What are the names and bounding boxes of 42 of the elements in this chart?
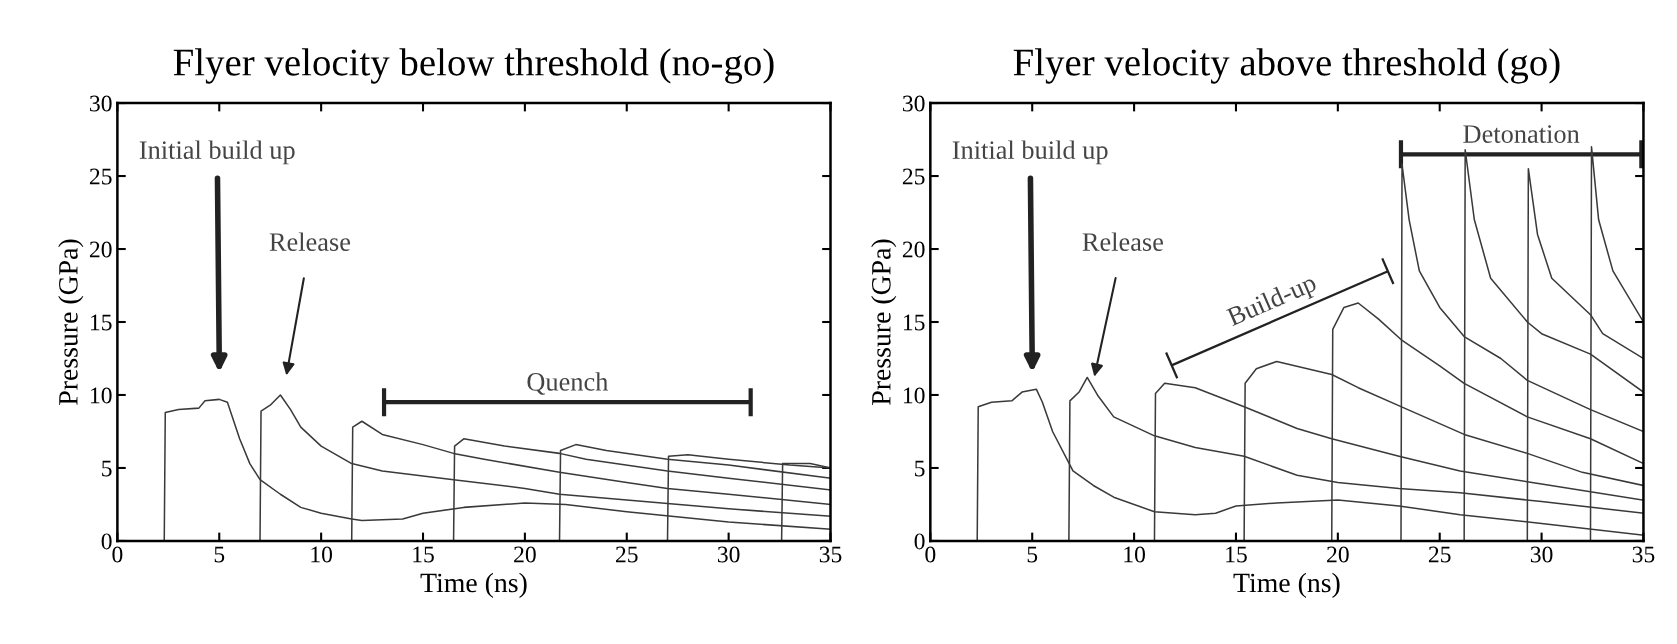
x-tick-label: 30 <box>717 546 740 563</box>
y-tick-label: 20 <box>902 241 925 258</box>
y-axis-title: Pressure (GPa) <box>58 239 84 405</box>
y-tick-label: 30 <box>90 95 112 112</box>
y-tick-label: 25 <box>902 168 925 185</box>
chart-title: Flyer velocity above threshold (go) <box>1013 48 1560 84</box>
y-tick-label: 15 <box>90 314 112 331</box>
annotation: Initial build up <box>952 140 1108 165</box>
annotation: Release <box>269 232 351 251</box>
x-tick-label: 35 <box>1632 546 1655 563</box>
annotation: Release <box>1082 232 1163 251</box>
x-tick-label: 25 <box>1428 546 1451 563</box>
y-tick-label: 25 <box>89 168 112 185</box>
y-tick-label: 20 <box>89 241 112 258</box>
x-tick-label: 10 <box>1124 546 1145 563</box>
y-tick-label: 15 <box>903 314 925 331</box>
y-tick-label: 5 <box>915 460 925 477</box>
x-tick-label: 0 <box>925 546 936 563</box>
annotation: Detonation <box>1463 125 1580 143</box>
y-tick-label: 0 <box>914 533 925 550</box>
y-tick-label: 10 <box>90 387 112 404</box>
x-tick-label: 0 <box>112 546 123 563</box>
annotation: Quench <box>527 372 609 395</box>
x-axis-title: Time (ns) <box>1233 572 1340 598</box>
chart-title: Flyer velocity below threshold (no-go) <box>173 48 774 84</box>
x-tick-label: 15 <box>413 546 434 563</box>
y-tick-label: 0 <box>101 533 112 550</box>
x-tick-label: 20 <box>514 546 536 563</box>
y-axis-title: Pressure (GPa) <box>871 239 897 405</box>
x-tick-label: 25 <box>615 546 638 563</box>
x-tick-label: 10 <box>311 546 333 563</box>
x-tick-label: 30 <box>1530 546 1553 563</box>
y-tick-label: 5 <box>102 460 112 477</box>
x-tick-label: 35 <box>819 546 842 563</box>
x-tick-label: 5 <box>1027 546 1038 563</box>
x-tick-label: 5 <box>214 546 225 563</box>
x-tick-label: 20 <box>1327 546 1349 563</box>
y-tick-label: 10 <box>903 387 925 404</box>
x-tick-label: 15 <box>1226 546 1247 563</box>
x-axis-title: Time (ns) <box>420 572 527 598</box>
annotation: Initial build up <box>139 140 295 165</box>
y-tick-label: 30 <box>903 95 925 112</box>
